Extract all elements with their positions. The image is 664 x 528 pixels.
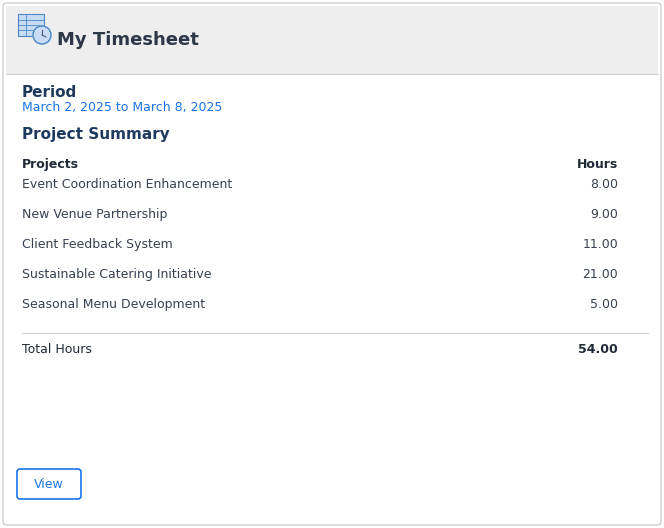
FancyBboxPatch shape bbox=[17, 469, 81, 499]
Text: March 2, 2025 to March 8, 2025: March 2, 2025 to March 8, 2025 bbox=[22, 101, 222, 114]
Text: 11.00: 11.00 bbox=[582, 238, 618, 251]
Text: 5.00: 5.00 bbox=[590, 298, 618, 311]
Text: 54.00: 54.00 bbox=[578, 343, 618, 356]
Text: View: View bbox=[34, 477, 64, 491]
FancyBboxPatch shape bbox=[18, 14, 44, 36]
Text: Project Summary: Project Summary bbox=[22, 127, 170, 142]
Text: Event Coordination Enhancement: Event Coordination Enhancement bbox=[22, 178, 232, 191]
Text: Total Hours: Total Hours bbox=[22, 343, 92, 356]
Text: Projects: Projects bbox=[22, 158, 79, 171]
Text: Hours: Hours bbox=[577, 158, 618, 171]
FancyBboxPatch shape bbox=[3, 3, 661, 525]
Text: Seasonal Menu Development: Seasonal Menu Development bbox=[22, 298, 205, 311]
Text: My Timesheet: My Timesheet bbox=[57, 31, 199, 49]
Text: Client Feedback System: Client Feedback System bbox=[22, 238, 173, 251]
Text: 8.00: 8.00 bbox=[590, 178, 618, 191]
Bar bbox=[6, 6, 658, 74]
Text: New Venue Partnership: New Venue Partnership bbox=[22, 208, 167, 221]
Text: 9.00: 9.00 bbox=[590, 208, 618, 221]
Circle shape bbox=[33, 26, 51, 44]
Text: 21.00: 21.00 bbox=[582, 268, 618, 281]
Text: Sustainable Catering Initiative: Sustainable Catering Initiative bbox=[22, 268, 212, 281]
Text: Period: Period bbox=[22, 85, 77, 100]
